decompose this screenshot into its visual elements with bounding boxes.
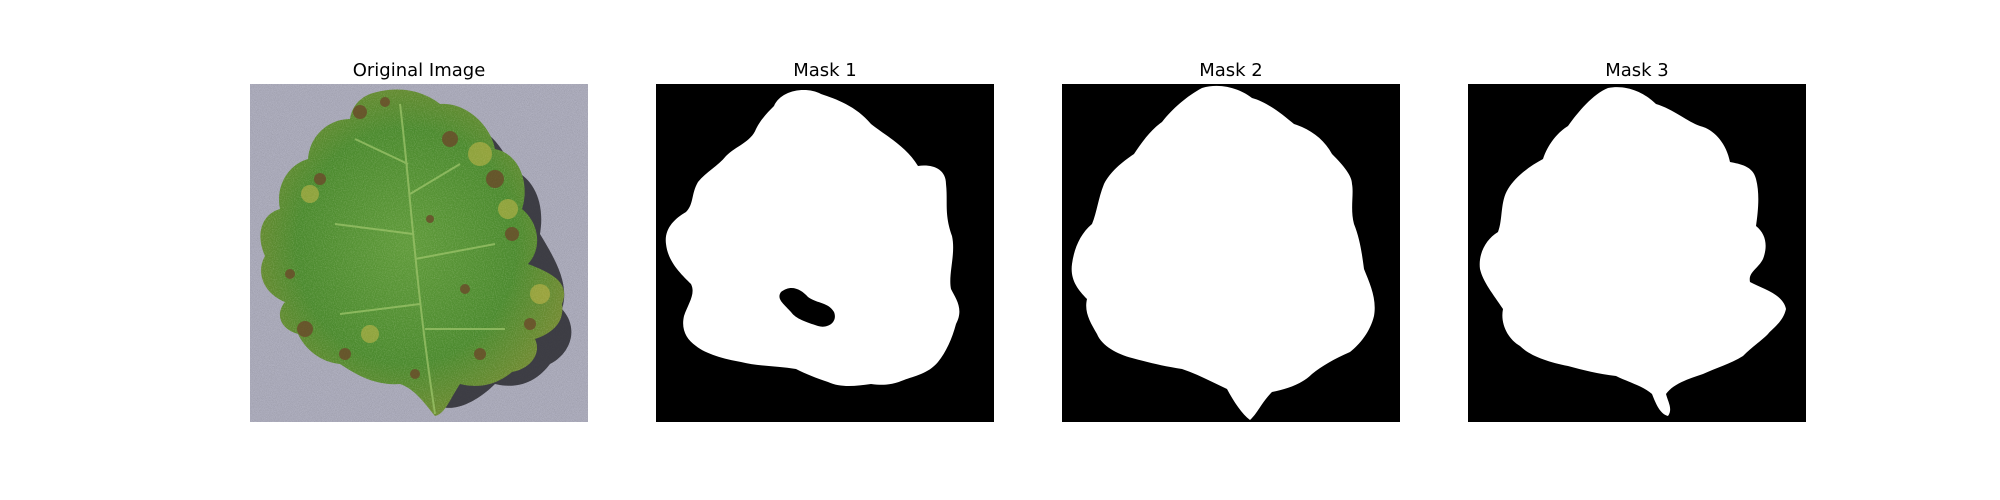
mask-3-panel: Mask 3 [1468,58,1806,422]
disease-spots [285,97,536,379]
panel-title: Mask 1 [793,60,857,81]
panel-title: Mask 2 [1199,60,1263,81]
mask-1-panel: Mask 1 [656,58,994,422]
mask-3-image [1468,84,1806,422]
mask-1-region [665,90,960,386]
leaf-veins [334,103,505,415]
original-image-panel: Original Image [250,58,588,422]
mask-2-panel: Mask 2 [1062,58,1400,422]
leaf-photo [250,84,588,422]
mask-3-region [1479,87,1786,416]
mask-2-region [1071,85,1375,420]
mask-1-image [656,84,994,422]
panel-title: Original Image [352,60,486,81]
mask-2-image [1062,84,1400,422]
panel-title: Mask 3 [1605,60,1669,81]
